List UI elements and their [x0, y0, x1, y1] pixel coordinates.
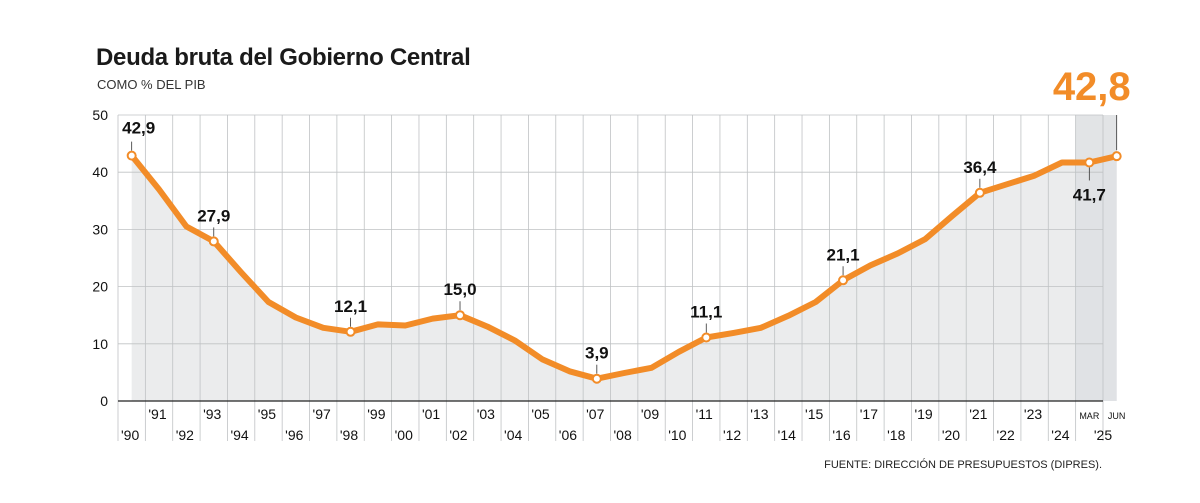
data-label: 27,9	[197, 206, 230, 225]
x-tick-label: '95	[258, 406, 276, 422]
x-tick-label: '11	[696, 406, 713, 422]
y-tick-label: 40	[92, 164, 108, 180]
x-tick-label: '14	[778, 427, 796, 443]
data-label: 36,4	[963, 158, 997, 177]
chart-subtitle: COMO % DEL PIB	[97, 77, 206, 92]
x-tick-label: '22	[997, 427, 1015, 443]
data-point-marker	[1084, 157, 1095, 168]
y-tick-label: 10	[92, 336, 108, 352]
y-tick-label: 30	[92, 221, 108, 237]
x-tick-label: '21	[969, 406, 987, 422]
x-tick-label: '90	[121, 427, 139, 443]
x-tick-label: '01	[422, 406, 440, 422]
data-point-marker	[1111, 151, 1122, 162]
x-tick-label: '92	[176, 427, 194, 443]
data-point-marker	[455, 310, 466, 321]
x-tick-label: '16	[832, 427, 850, 443]
y-tick-label: 0	[100, 393, 108, 409]
x-tick-label: '15	[805, 406, 823, 422]
x-tick-label: '06	[559, 427, 577, 443]
x-tick-label: '07	[586, 406, 604, 422]
x-tick-label: '04	[504, 427, 522, 443]
data-label: 42,9	[122, 119, 155, 138]
data-label: 15,0	[443, 280, 476, 299]
y-tick-label: 20	[92, 279, 108, 295]
x-tick-label: '98	[340, 427, 358, 443]
x-tick-label: '24	[1051, 427, 1069, 443]
x-tick-label: '08	[614, 427, 632, 443]
x-tick-label: '96	[285, 427, 303, 443]
x-tick-label: '00	[395, 427, 413, 443]
x-tick-label: '09	[641, 406, 659, 422]
data-point-marker	[126, 150, 137, 161]
x-tick-label: '13	[750, 406, 768, 422]
x-tick-label: '25	[1094, 427, 1112, 443]
x-tick-label: '19	[914, 406, 932, 422]
data-label: 3,9	[585, 344, 609, 363]
y-tick-label: 50	[92, 107, 108, 123]
data-label: 41,7	[1073, 185, 1106, 204]
data-point-marker	[345, 326, 356, 337]
x-tick-label: '18	[887, 427, 905, 443]
x-tick-label: '05	[531, 406, 549, 422]
x-tick-label: '03	[477, 406, 495, 422]
series-line	[128, 152, 1120, 382]
data-label: 12,1	[334, 297, 367, 316]
data-point-marker	[208, 236, 219, 247]
x-tick-label: '91	[148, 406, 166, 422]
x-tick-label: '20	[942, 427, 960, 443]
x-tick-label: '10	[668, 427, 686, 443]
x-tick-label: '23	[1024, 406, 1042, 422]
data-label: 21,1	[827, 245, 860, 264]
series-area	[131, 155, 1117, 401]
data-label: 11,1	[690, 303, 722, 322]
data-point-marker	[974, 187, 985, 198]
x-tick-label: '12	[723, 427, 741, 443]
data-point-marker	[591, 373, 602, 384]
x-tick-label: '99	[367, 406, 385, 422]
data-point-marker	[838, 275, 849, 286]
x-tick-label: '02	[449, 427, 467, 443]
data-label: 42,8	[1053, 65, 1131, 109]
x-tick-label: MAR	[1079, 411, 1100, 421]
x-tick-label: JUN	[1108, 411, 1126, 421]
x-tick-label: '94	[230, 427, 248, 443]
x-tick-label: '97	[313, 406, 331, 422]
source-note: FUENTE: DIRECCIÓN DE PRESUPUESTOS (DIPRE…	[824, 459, 1102, 471]
data-point-marker	[701, 332, 712, 343]
x-tick-label: '17	[860, 406, 878, 422]
chart-title: Deuda bruta del Gobierno Central	[96, 44, 471, 71]
x-tick-label: '93	[203, 406, 221, 422]
